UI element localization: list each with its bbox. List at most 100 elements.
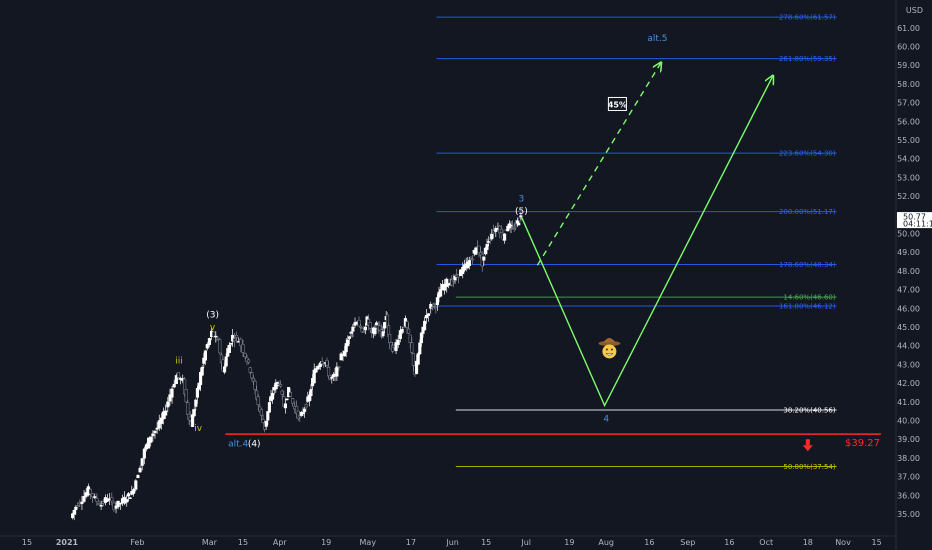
cowboy-hat-crown bbox=[603, 337, 616, 343]
candle-body bbox=[477, 245, 481, 254]
candle-body bbox=[335, 366, 339, 377]
candle-body bbox=[212, 331, 216, 337]
candle-body bbox=[214, 335, 218, 338]
time-tick-label: 15 bbox=[872, 538, 882, 547]
candle-body bbox=[394, 342, 398, 352]
candle-body bbox=[435, 297, 439, 305]
fib-level-label: 161.80%(46.12) bbox=[779, 303, 836, 311]
candle-body bbox=[362, 331, 366, 333]
wave-label: iv bbox=[194, 424, 203, 434]
price-tick-label: 58.00 bbox=[897, 80, 920, 89]
candle-body bbox=[232, 338, 237, 342]
candle-body bbox=[195, 388, 199, 398]
support-line[interactable]: $39.27 bbox=[225, 433, 881, 449]
candle-body bbox=[312, 369, 316, 384]
price-tick-label: 37.00 bbox=[897, 473, 920, 482]
candle-body bbox=[410, 342, 414, 353]
candle-body bbox=[494, 228, 498, 232]
current-price-tag bbox=[897, 212, 932, 229]
candle-body bbox=[157, 420, 161, 429]
candle-body bbox=[381, 331, 385, 337]
price-tick-label: 43.00 bbox=[897, 360, 920, 369]
fib-level-label: 261.80%(59.35) bbox=[779, 55, 836, 63]
candle-body bbox=[88, 489, 93, 495]
price-tick-label: 40.00 bbox=[897, 417, 920, 426]
time-tick-label: Mar bbox=[202, 538, 218, 547]
wave-label: 3 bbox=[519, 195, 525, 205]
candle-body bbox=[337, 366, 341, 368]
time-tick-label: Apr bbox=[273, 538, 288, 547]
candle-body bbox=[514, 224, 518, 227]
candle-body bbox=[363, 326, 367, 331]
fib-level-label: 278.60%(61.57) bbox=[779, 14, 836, 22]
candle-body bbox=[357, 319, 361, 327]
price-tick-label: 52.00 bbox=[897, 192, 920, 201]
candles bbox=[71, 212, 523, 521]
candle-body bbox=[97, 503, 101, 505]
time-tick-label: 16 bbox=[644, 538, 654, 547]
candle-body bbox=[203, 350, 207, 361]
candle-body bbox=[368, 322, 372, 329]
candle-body bbox=[388, 333, 392, 344]
price-tick-label: 38.00 bbox=[897, 454, 920, 463]
candle-body bbox=[199, 372, 203, 386]
candle-body bbox=[174, 375, 178, 385]
candle-body bbox=[266, 411, 270, 421]
candle-body bbox=[239, 338, 243, 347]
price-tick-label: 49.00 bbox=[897, 248, 920, 257]
fib-level-label: 14.60%(46.60) bbox=[783, 294, 835, 302]
candle-body bbox=[264, 420, 268, 427]
time-tick-label: 15 bbox=[481, 538, 491, 547]
candle-body bbox=[396, 339, 400, 345]
price-tick-label: 39.00 bbox=[897, 435, 920, 444]
wave-label: (4) bbox=[248, 440, 261, 450]
candle-body bbox=[176, 372, 181, 378]
price-tick-label: 61.00 bbox=[897, 24, 920, 33]
candle-body bbox=[261, 419, 265, 423]
candle-body bbox=[149, 436, 153, 443]
price-tick-label: 54.00 bbox=[897, 155, 920, 164]
candle-body bbox=[434, 305, 438, 308]
candle-body bbox=[259, 409, 263, 416]
fib-level-label: 50.00%(37.54) bbox=[783, 463, 835, 471]
cowboy-eye bbox=[605, 348, 608, 351]
time-tick-label: 19 bbox=[321, 538, 331, 547]
candle-body bbox=[492, 230, 496, 234]
projections bbox=[520, 63, 772, 408]
candle-body bbox=[416, 353, 420, 365]
candle-body bbox=[172, 383, 176, 388]
candle-body bbox=[191, 414, 195, 427]
candle-body bbox=[511, 226, 515, 228]
candle-body bbox=[184, 388, 188, 403]
candle-body bbox=[418, 342, 422, 355]
candle-body bbox=[339, 353, 343, 361]
candle-body bbox=[218, 339, 222, 354]
candle-body bbox=[285, 398, 289, 401]
candle-body bbox=[114, 505, 118, 509]
candle-body bbox=[138, 467, 142, 473]
time-tick-label: Sep bbox=[680, 538, 695, 547]
candle-body bbox=[231, 334, 235, 342]
candle-body bbox=[517, 222, 521, 226]
candle-body bbox=[419, 332, 423, 344]
candle-body bbox=[153, 430, 157, 434]
candle-body bbox=[99, 504, 103, 507]
price-tick-label: 56.00 bbox=[897, 117, 920, 126]
candle-body bbox=[128, 497, 132, 499]
candle-body bbox=[383, 322, 387, 329]
candle-body bbox=[316, 365, 320, 370]
candle-body bbox=[443, 283, 447, 291]
candle-body bbox=[280, 390, 284, 395]
candle-body bbox=[506, 225, 510, 232]
candle-body bbox=[155, 427, 159, 430]
price-axis[interactable]: 35.00 36.00 37.00 38.00 39.00 40.00 41.00 42.00… bbox=[895, 0, 932, 550]
candle-body bbox=[127, 493, 131, 497]
time-axis[interactable]: 15 2021 Feb Mar 15 Apr 19 May 17 Jun 15 Jul 19 Aug 16 S… bbox=[0, 535, 896, 547]
candle-body bbox=[503, 233, 507, 241]
price-tick-label: 60.00 bbox=[897, 43, 920, 52]
time-tick-label: 18 bbox=[803, 538, 813, 547]
price-tick-label: 50.00 bbox=[897, 230, 920, 239]
down-arrow-head bbox=[802, 445, 813, 452]
candle-body bbox=[142, 448, 146, 459]
